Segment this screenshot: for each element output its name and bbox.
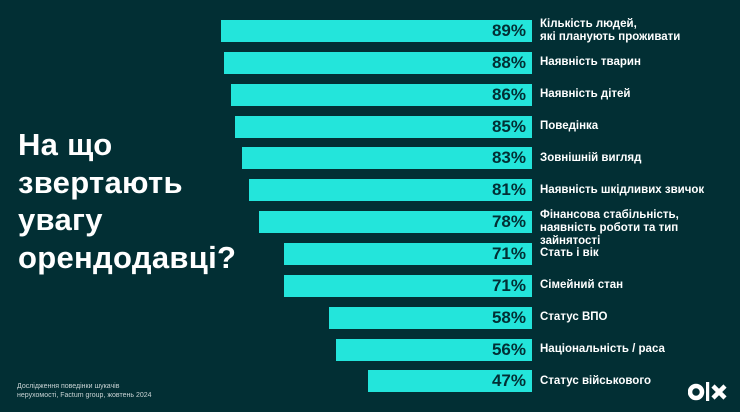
category-label-line: Національність / раса — [540, 343, 665, 355]
category-label-line: Наявність дітей — [540, 88, 631, 101]
value-label: 88% — [491, 52, 526, 72]
value-label: 78% — [491, 212, 526, 232]
value-label: 71% — [491, 243, 526, 263]
bar: 86% — [231, 83, 532, 106]
category-label: Наявність тварин — [540, 56, 641, 69]
category-label: Фінансова стабільність, наявність роботи … — [540, 209, 740, 248]
bar: 47% — [367, 370, 532, 393]
category-label: Статус військового — [540, 375, 651, 388]
value-label: 47% — [491, 371, 526, 391]
category-label-line: Наявність шкідливих звичок — [540, 183, 705, 196]
chart-title: На що звертають увагу орендодавці? — [18, 126, 236, 276]
bar: 58% — [329, 306, 532, 329]
bar: 89% — [220, 20, 532, 42]
category-label: Статус ВПО — [540, 311, 607, 324]
category-label-line: наявність роботи та тип зайнятості — [540, 222, 679, 248]
value-label: 58% — [491, 307, 526, 327]
olx-logo — [688, 382, 727, 401]
value-label: 86% — [491, 84, 526, 104]
title-line: орендодавці? — [18, 239, 237, 275]
category-label-line: Кількість людей, — [540, 18, 637, 30]
bar: 78% — [259, 211, 532, 234]
category-label-line: Сімейний стан — [540, 279, 624, 292]
value-label: 89% — [491, 21, 526, 40]
source-footnote: Дослідження поведінки шукачів нерухомост… — [17, 383, 152, 400]
bar: 71% — [283, 242, 532, 265]
value-label: 71% — [491, 275, 526, 295]
title-line: звертають — [18, 164, 183, 200]
category-label-line: які планують проживати — [540, 31, 681, 43]
value-label: 56% — [491, 339, 526, 359]
value-label: 81% — [491, 180, 526, 200]
footnote-line: Дослідження поведінки шукачів — [17, 383, 120, 390]
value-label: 85% — [491, 116, 526, 136]
category-label: Стать і вік — [540, 247, 599, 260]
bar: 56% — [336, 338, 532, 361]
category-label-line: Наявність тварин — [540, 56, 641, 69]
bar: 88% — [224, 51, 532, 74]
category-label-line: Зовнішній вигляд — [540, 151, 642, 164]
category-label-line: Статус ВПО — [540, 311, 608, 324]
category-label-line: Стать і вік — [540, 247, 599, 260]
bar: 85% — [234, 115, 532, 138]
title-line: На що — [18, 127, 113, 162]
category-label-line: Фінансова стабільність, — [540, 209, 679, 222]
category-label: Наявність шкідливих звичок — [540, 184, 704, 197]
footnote-line: нерухомості, Factum group, жовтень 2024 — [17, 391, 152, 399]
category-label: Кількість людей, які планують проживати — [540, 18, 680, 44]
category-label-line: Статус військового — [540, 374, 651, 387]
category-label: Наявність дітей — [540, 88, 631, 101]
category-label: Національність / раса — [540, 343, 665, 356]
category-label: Зовнішній вигляд — [540, 152, 641, 165]
bar: 83% — [241, 147, 532, 170]
category-label-line: Поведінка — [540, 120, 599, 133]
category-label: Сімейний стан — [540, 279, 623, 292]
bar: 81% — [248, 179, 532, 202]
bar: 71% — [283, 274, 532, 297]
category-label: Поведінка — [540, 120, 598, 133]
title-line: увагу — [18, 202, 103, 237]
value-label: 83% — [491, 148, 526, 168]
